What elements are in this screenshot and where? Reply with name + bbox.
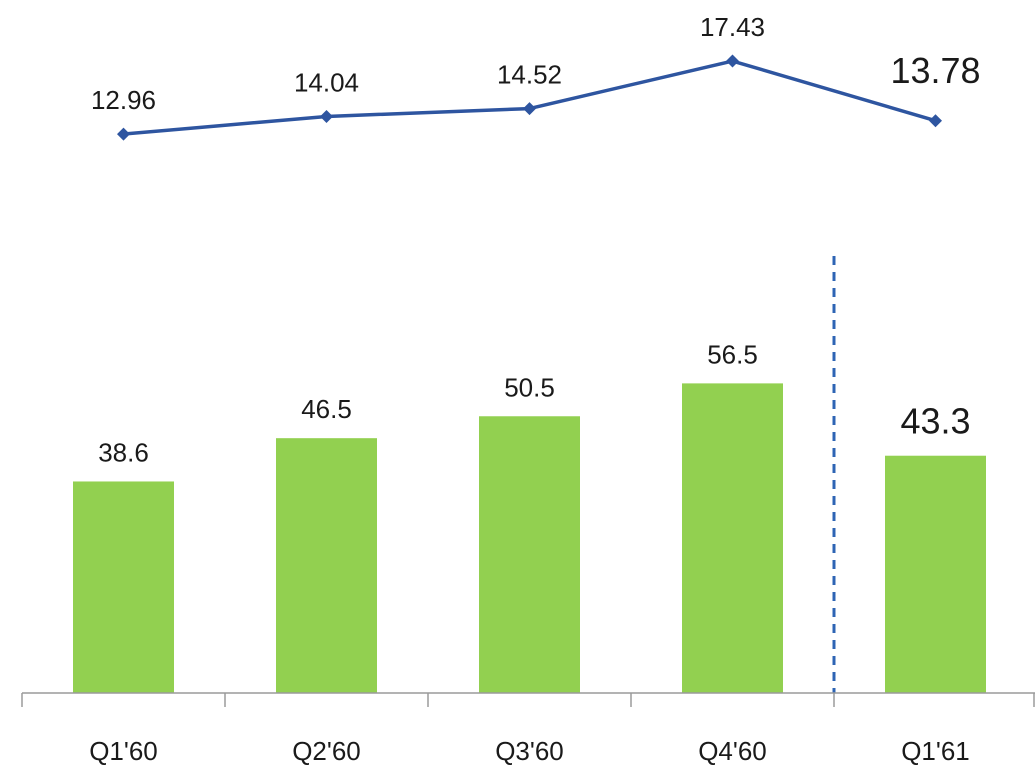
bar-value-label: 43.3 [900,401,970,442]
bar-4 [682,383,783,693]
bar-3 [479,416,580,693]
bar-value-label: 56.5 [707,339,758,369]
bar-value-label: 46.5 [301,394,352,424]
line-value-label: 14.52 [497,60,562,90]
bar-value-label: 50.5 [504,372,555,402]
bar-value-labels: 38.6 46.5 50.5 56.5 43.3 [98,339,970,467]
line-point-4 [726,54,739,68]
bar-1 [73,481,174,693]
bar-value-label: 38.6 [98,437,149,467]
x-tick-label: Q2'60 [292,736,361,766]
line-point-1 [117,127,130,141]
line-value-labels: 12.96 14.04 14.52 17.43 13.78 [91,12,981,115]
x-tick-label: Q3'60 [495,736,564,766]
x-tick-label: Q1'60 [89,736,158,766]
line-point-2 [320,109,333,123]
x-tick-label: Q4'60 [698,736,767,766]
line-value-label: 13.78 [890,50,980,91]
bar-2 [276,438,377,693]
line-value-label: 12.96 [91,85,156,115]
line-series [117,54,942,141]
bar-series [73,383,986,693]
line-value-label: 14.04 [294,67,359,97]
line-point-3 [523,102,536,116]
x-tick-label: Q1'61 [901,736,970,766]
bar-5 [885,455,986,693]
line-point-5 [929,114,942,128]
x-axis: Q1'60 Q2'60 Q3'60 Q4'60 Q1'61 [21,692,1035,766]
line-value-label: 17.43 [700,12,765,42]
